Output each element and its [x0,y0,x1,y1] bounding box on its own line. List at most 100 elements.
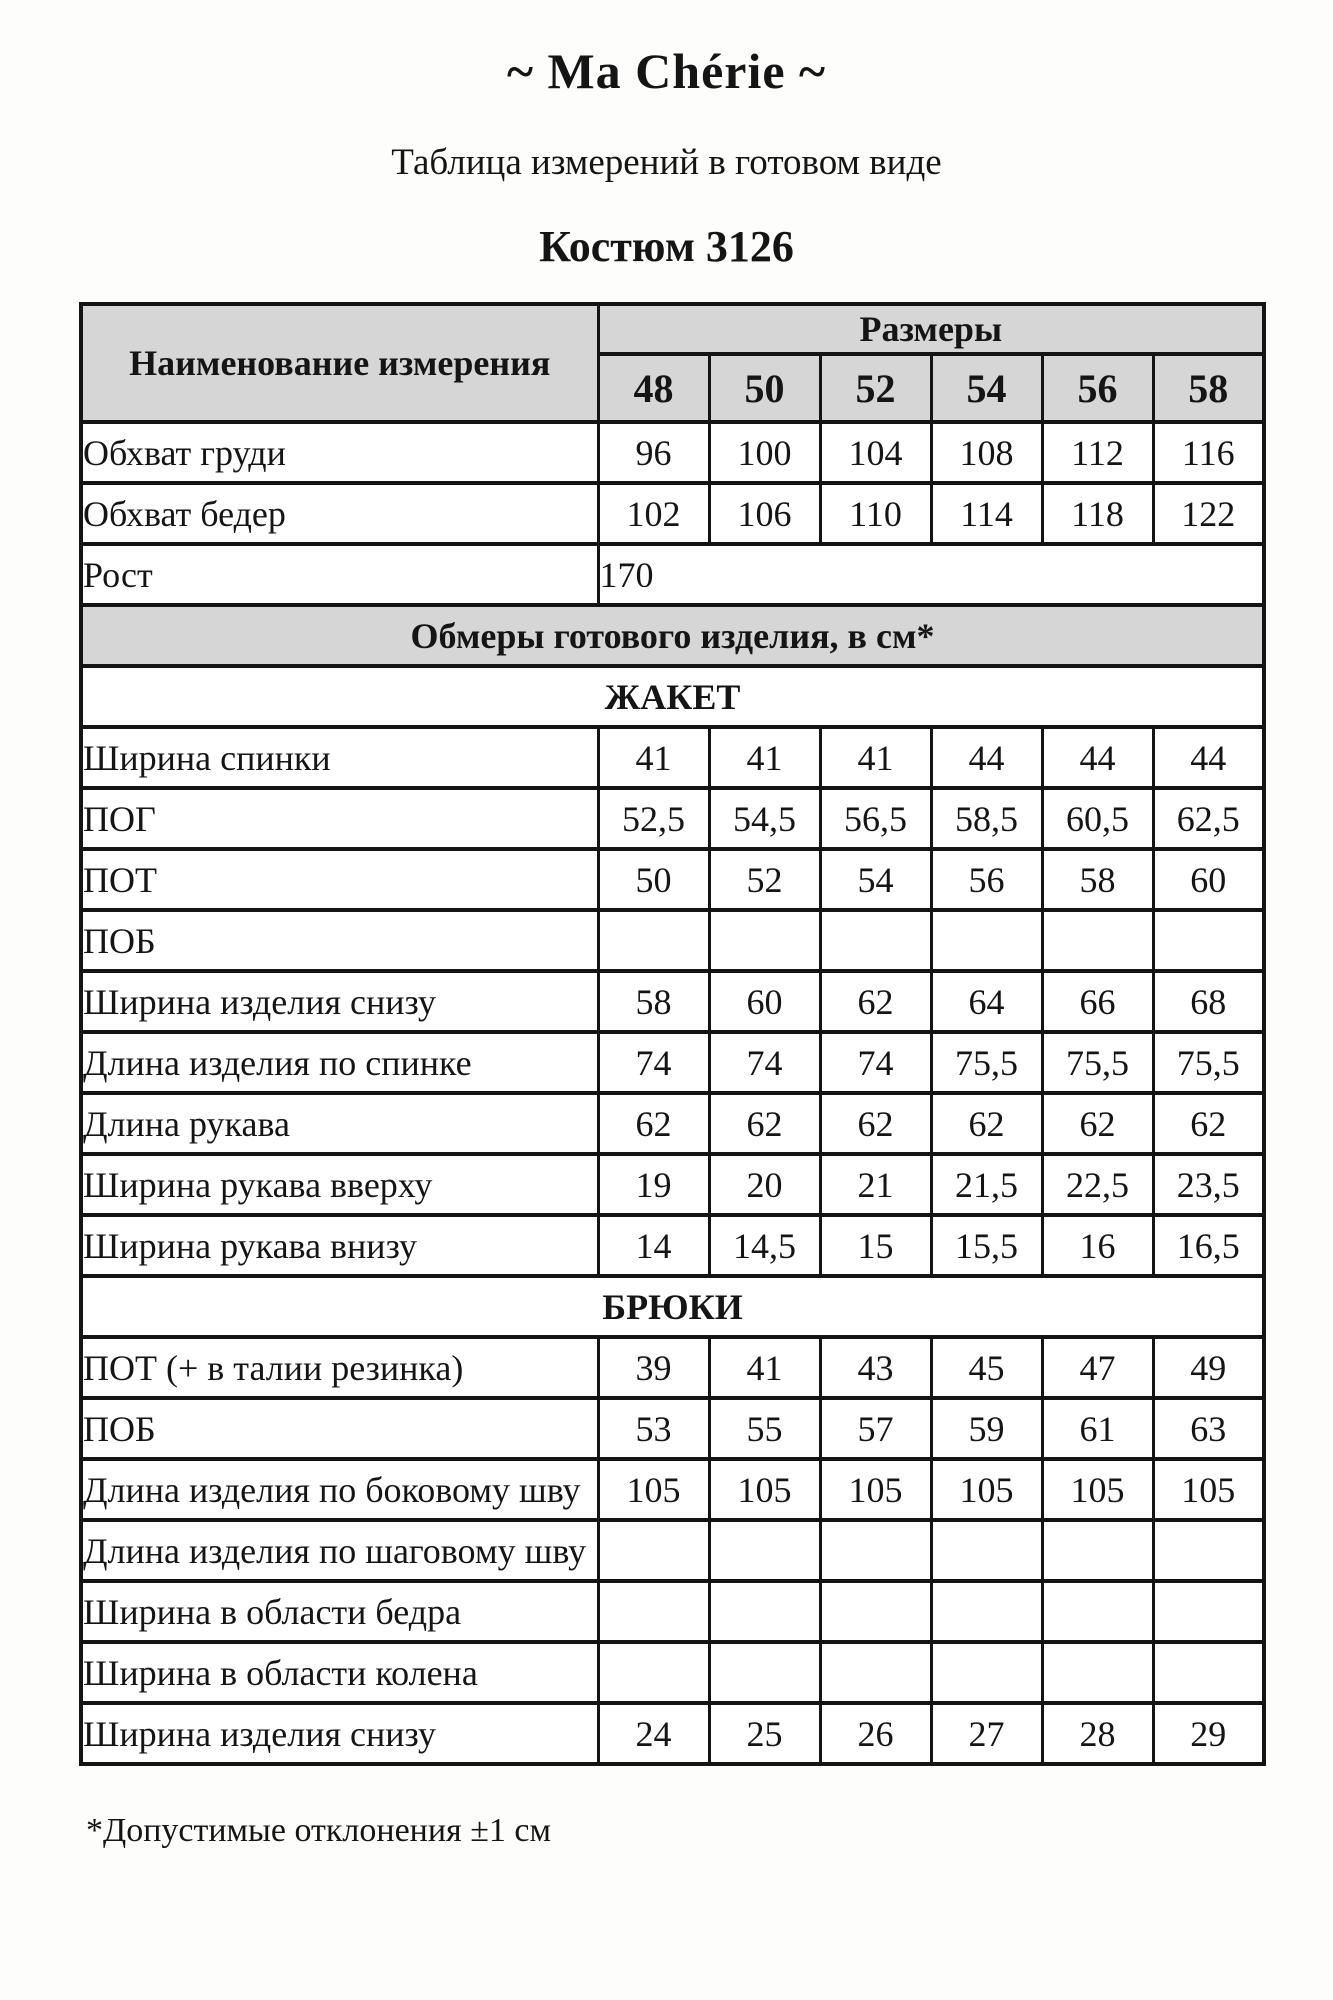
cell-value: 105 [1040,1457,1155,1522]
table-row: ПОБ 53 55 57 59 61 63 [79,1396,1266,1461]
table-row: Обхват груди 96 100 104 108 112 116 [79,420,1266,485]
size-column-header: 48 [596,352,711,424]
cell-value: 122 [1151,481,1266,546]
row-label: Ширина в области бедра [79,1579,600,1644]
cell-value: 41 [818,725,933,790]
cell-value: 110 [818,481,933,546]
cell-value [1151,1579,1266,1644]
cell-value [929,1640,1044,1705]
table-row: Обхват бедер 102 106 110 114 118 122 [79,481,1266,546]
cell-value: 55 [707,1396,822,1461]
cell-value: 63 [1151,1396,1266,1461]
cell-value: 14,5 [707,1213,822,1278]
cell-value: 64 [929,969,1044,1034]
cell-value: 58 [596,969,711,1034]
cell-value [707,1518,822,1583]
table-row: ПОТ (+ в талии резинка) 39 41 43 45 47 49 [79,1335,1266,1400]
cell-value [596,1518,711,1583]
cell-value: 105 [929,1457,1044,1522]
cell-value: 58 [1040,847,1155,912]
cell-value: 62,5 [1151,786,1266,851]
cell-value [929,908,1044,973]
cell-value [929,1518,1044,1583]
row-label: Рост [79,542,600,607]
cell-value [707,1640,822,1705]
cell-value: 100 [707,420,822,485]
size-column-header: 58 [1151,352,1266,424]
table-row: ПОБ [79,908,1266,973]
name-column-header: Наименование измерения [79,302,600,424]
tolerance-footnote: *Допустимые отклонения ±1 см [86,1812,551,1849]
section-label: ЖАКЕТ [79,664,1266,729]
table-row: Ширина изделия снизу 24 25 26 27 28 29 [79,1701,1266,1766]
row-label: Длина изделия по боковому шву [79,1457,600,1522]
table-row: Длина изделия по шаговому шву [79,1518,1266,1583]
cell-value: 54,5 [707,786,822,851]
cell-value: 118 [1040,481,1155,546]
cell-value: 62 [596,1091,711,1156]
cell-value: 41 [707,1335,822,1400]
table-subtitle: Таблица измерений в готовом виде [391,142,942,183]
row-label: ПОБ [79,1396,600,1461]
size-column-header: 56 [1040,352,1155,424]
section-row: БРЮКИ [79,1274,1266,1339]
row-label: Длина изделия по шаговому шву [79,1518,600,1583]
cell-value [596,1640,711,1705]
cell-value: 62 [818,969,933,1034]
cell-value: 44 [1040,725,1155,790]
cell-value [1040,1579,1155,1644]
merged-row: Рост 170 [79,542,1266,607]
cell-value: 114 [929,481,1044,546]
cell-value: 50 [596,847,711,912]
cell-value [818,908,933,973]
cell-value: 57 [818,1396,933,1461]
cell-value: 74 [818,1030,933,1095]
cell-value [596,908,711,973]
cell-value: 105 [1151,1457,1266,1522]
cell-value: 105 [707,1457,822,1522]
cell-value: 15,5 [929,1213,1044,1278]
cell-value: 59 [929,1396,1044,1461]
row-label: Длина изделия по спинке [79,1030,600,1095]
row-label: Обхват груди [79,420,600,485]
cell-value: 15 [818,1213,933,1278]
cell-value: 47 [1040,1335,1155,1400]
cell-value: 105 [596,1457,711,1522]
cell-value: 56 [929,847,1044,912]
row-label: ПОБ [79,908,600,973]
table-row: Ширина спинки 41 41 41 44 44 44 [79,725,1266,790]
cell-value [1151,1518,1266,1583]
cell-value: 62 [818,1091,933,1156]
cell-value: 21 [818,1152,933,1217]
table-row: Ширина в области колена [79,1640,1266,1705]
cell-value: 108 [929,420,1044,485]
row-label: ПОТ (+ в талии резинка) [79,1335,600,1400]
row-label: Ширина в области колена [79,1640,600,1705]
row-label: ПОТ [79,847,600,912]
cell-value: 62 [1151,1091,1266,1156]
cell-value: 112 [1040,420,1155,485]
table-row: Длина изделия по боковому шву 105 105 105 10… [79,1457,1266,1522]
table-row: Ширина рукава вверху 19 20 21 21,5 22,5 23,5 [79,1152,1266,1217]
cell-value: 56,5 [818,786,933,851]
cell-value: 45 [929,1335,1044,1400]
cell-value: 58,5 [929,786,1044,851]
cell-value: 25 [707,1701,822,1766]
section-row: ЖАКЕТ [79,664,1266,729]
cell-value: 104 [818,420,933,485]
row-label: ПОГ [79,786,600,851]
row-label: Ширина изделия снизу [79,1701,600,1766]
cell-value: 60 [1151,847,1266,912]
row-label: Обхват бедер [79,481,600,546]
section-row: Обмеры готового изделия, в см* [79,603,1266,668]
cell-value [1040,908,1155,973]
table-row: Ширина изделия снизу 58 60 62 64 66 68 [79,969,1266,1034]
table-row: ПОГ 52,5 54,5 56,5 58,5 60,5 62,5 [79,786,1266,851]
cell-value [818,1518,933,1583]
cell-value: 20 [707,1152,822,1217]
brand-title: ~ Ma Chérie ~ [506,43,827,99]
table-row: Длина рукава 62 62 62 62 62 62 [79,1091,1266,1156]
measurement-table: Наименование измерения Размеры 48 50 52 54 5… [79,302,1267,1766]
cell-value: 44 [1151,725,1266,790]
cell-value: 52 [707,847,822,912]
